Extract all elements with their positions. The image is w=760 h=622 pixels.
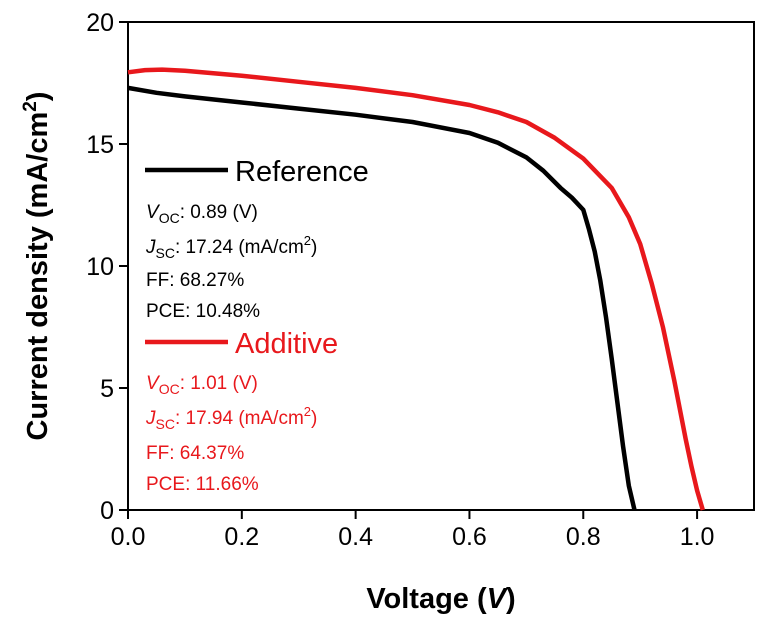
plot-frame bbox=[127, 21, 755, 511]
y-axis-title-close: ) bbox=[22, 92, 54, 102]
x-axis: 0.0 0.2 0.4 0.6 0.8 1.0 bbox=[111, 510, 715, 551]
y-tick-label: 20 bbox=[86, 9, 114, 37]
y-axis-title-sup: 2 bbox=[20, 101, 41, 112]
x-tick-label: 0.0 bbox=[111, 523, 146, 551]
additive-curve bbox=[127, 67, 705, 511]
y-tick-label: 10 bbox=[86, 253, 114, 281]
additive-jsc: JSC: 17.94 (mA/cm2) bbox=[145, 404, 317, 432]
legend-label-reference: Reference bbox=[235, 156, 369, 188]
x-tick-label: 0.6 bbox=[452, 523, 487, 551]
reference-stats: VOC: 0.89 (V) JSC: 17.24 (mA/cm2) FF: 68… bbox=[145, 202, 317, 322]
legend-reference: Reference bbox=[145, 156, 369, 188]
x-axis-unit: V bbox=[487, 583, 509, 615]
x-tick-label: 0.8 bbox=[566, 523, 601, 551]
reference-ff: FF: 68.27% bbox=[146, 270, 244, 291]
y-tick-label: 5 bbox=[100, 375, 114, 403]
x-tick-label: 1.0 bbox=[680, 523, 715, 551]
y-axis-title: Current density (mA/cm2) bbox=[20, 92, 54, 441]
additive-ff: FF: 64.37% bbox=[146, 443, 244, 464]
y-axis-title-text: Current density (mA/cm bbox=[22, 112, 54, 441]
x-tick-label: 0.4 bbox=[338, 523, 373, 551]
y-axis: 0 5 10 15 20 bbox=[86, 9, 128, 525]
x-axis-title: Voltage (V) bbox=[366, 583, 515, 615]
reference-voc: VOC: 0.89 (V) bbox=[146, 202, 258, 226]
additive-stats: VOC: 1.01 (V) JSC: 17.94 (mA/cm2) FF: 64… bbox=[145, 373, 317, 495]
additive-voc: VOC: 1.01 (V) bbox=[146, 373, 258, 397]
y-tick-label: 0 bbox=[100, 497, 114, 525]
legend-label-additive: Additive bbox=[235, 328, 338, 360]
x-axis-title-text: Voltage bbox=[366, 583, 469, 615]
reference-jsc: JSC: 17.24 (mA/cm2) bbox=[145, 233, 317, 261]
legend-additive: Additive bbox=[145, 328, 338, 360]
x-tick-label: 0.2 bbox=[224, 523, 259, 551]
reference-curve bbox=[127, 85, 637, 511]
y-tick-label: 15 bbox=[86, 131, 114, 159]
additive-pce: PCE: 11.66% bbox=[146, 474, 259, 495]
reference-pce: PCE: 10.48% bbox=[146, 301, 260, 322]
